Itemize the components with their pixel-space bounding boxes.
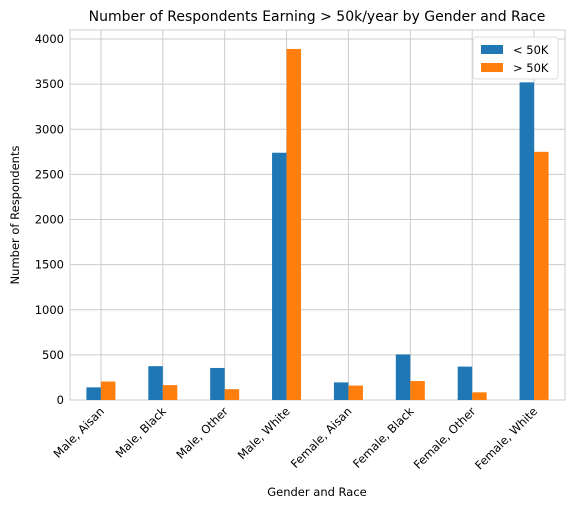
bar-over-50k xyxy=(286,48,302,400)
bar-over-50k xyxy=(224,389,240,400)
y-tick-label: 2000 xyxy=(35,213,64,227)
bar-under-50k xyxy=(86,387,101,400)
bar-under-50k xyxy=(457,366,473,400)
bar-under-50k xyxy=(333,382,349,400)
bar-over-50k xyxy=(534,151,549,400)
legend-swatch xyxy=(481,63,503,72)
bar-under-50k xyxy=(519,82,535,400)
x-tick-label: Male, Other xyxy=(173,404,231,462)
x-tick-label: Female, Black xyxy=(350,404,417,471)
y-tick-label: 3000 xyxy=(35,122,64,136)
legend-swatch xyxy=(481,45,503,54)
bar-over-50k xyxy=(100,381,116,400)
x-tick-labels: Male, Aisan Male, Black Male, Other Male, W… xyxy=(51,404,541,472)
x-tick-label: Male, White xyxy=(235,404,293,462)
y-tick-label: 1000 xyxy=(35,303,64,317)
y-tick-labels: 0 500 1000 1500 2000 2500 3000 3500 4000 xyxy=(35,32,64,407)
x-tick-label: Male, Black xyxy=(113,404,170,461)
x-axis-label: Gender and Race xyxy=(267,485,367,499)
x-tick-label: Male, Aisan xyxy=(51,404,108,461)
y-axis-label: Number of Respondents xyxy=(8,146,22,285)
bar-under-50k xyxy=(272,152,287,400)
bar-over-50k xyxy=(348,385,363,400)
y-tick-label: 500 xyxy=(42,348,64,362)
bar-over-50k xyxy=(472,392,487,400)
y-tick-label: 1500 xyxy=(35,258,64,272)
legend-label: > 50K xyxy=(513,61,549,75)
x-tick-label: Female, Aisan xyxy=(288,404,355,471)
bar-over-50k xyxy=(410,381,425,400)
chart-title: Number of Respondents Earning > 50k/year… xyxy=(89,9,546,25)
bar-under-50k xyxy=(210,367,225,400)
y-tick-label: 4000 xyxy=(35,32,64,46)
grid xyxy=(70,30,565,401)
y-tick-label: 3500 xyxy=(35,77,64,91)
bar-over-50k xyxy=(162,385,178,400)
x-tick-label: Female, White xyxy=(472,404,540,472)
y-tick-label: 0 xyxy=(57,393,64,407)
bar-under-50k xyxy=(395,354,411,400)
plot-frame xyxy=(69,29,566,401)
bars xyxy=(86,48,549,400)
bar-under-50k xyxy=(148,366,163,400)
y-tick-label: 2500 xyxy=(35,167,64,181)
legend-label: < 50K xyxy=(513,43,549,57)
legend: < 50K > 50K xyxy=(472,36,559,80)
x-tick-label: Female, Other xyxy=(411,404,479,472)
